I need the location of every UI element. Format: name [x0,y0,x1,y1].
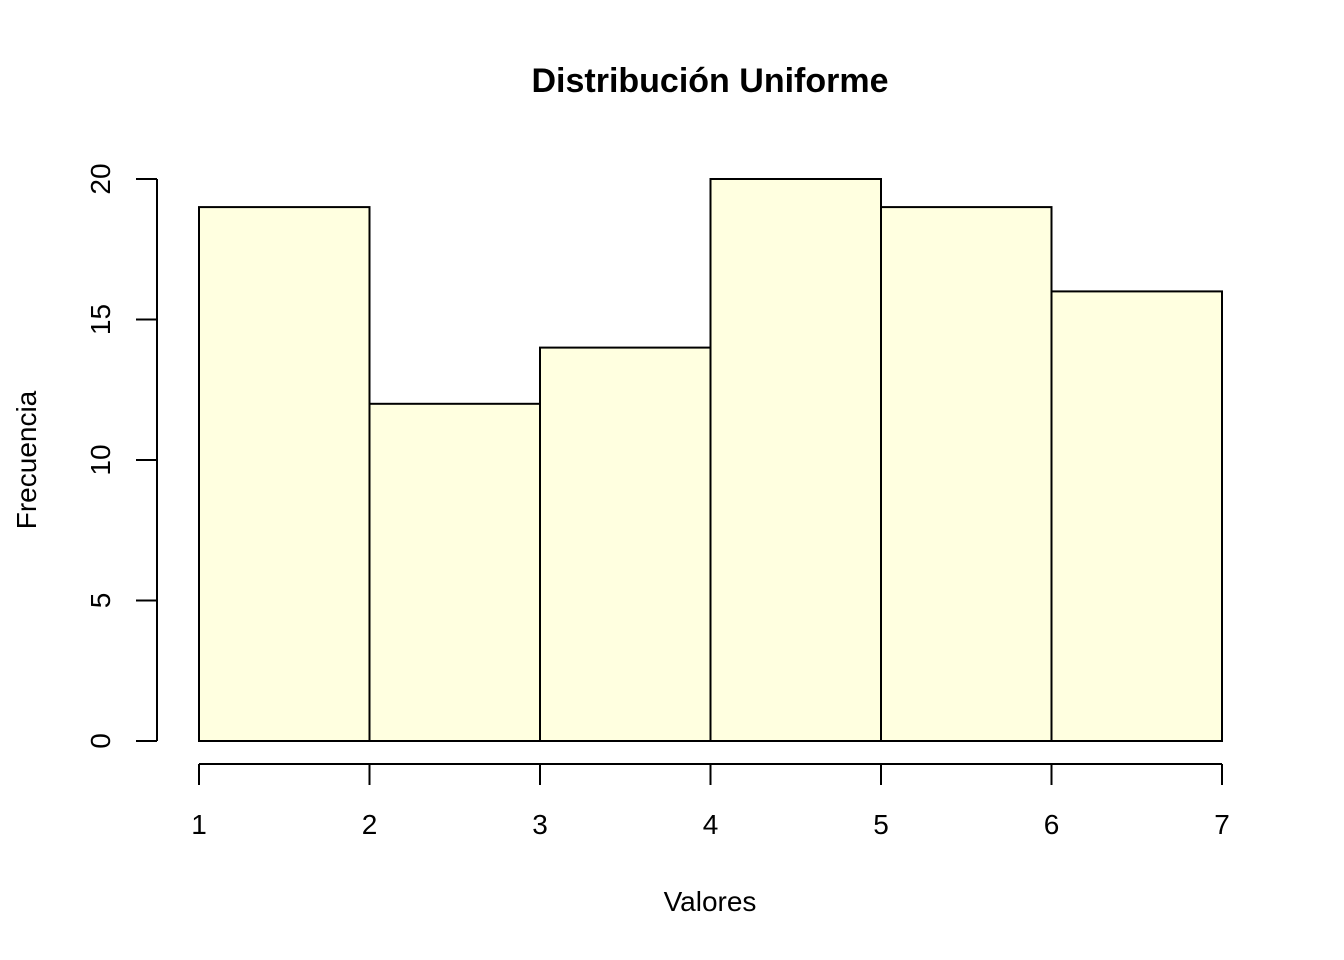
y-axis-label: Frecuencia [11,390,42,529]
x-tick-label: 1 [191,809,207,840]
y-tick-label: 10 [85,444,116,475]
y-tick-label: 0 [85,733,116,749]
histogram-bar-2 [368,402,541,742]
histogram-bar-6 [1050,290,1223,742]
x-tick-label: 3 [532,809,548,840]
y-axis: 0 5 10 15 20 [85,163,158,749]
x-tick-label: 4 [703,809,719,840]
histogram-bar-5 [880,206,1053,743]
y-tick-label: 20 [85,163,116,194]
x-axis-label: Valores [664,886,757,917]
y-tick-label: 15 [85,304,116,335]
histogram-bar-3 [539,346,712,742]
histogram-bar-1 [198,206,371,743]
bars-group [198,178,1223,743]
histogram-bar-4 [709,178,882,742]
x-tick-label: 2 [362,809,378,840]
x-tick-label: 7 [1214,809,1230,840]
x-tick-label: 6 [1044,809,1060,840]
y-tick-label: 5 [85,593,116,609]
x-tick-label: 5 [873,809,889,840]
chart-title: Distribución Uniforme [531,62,888,100]
x-axis: 1 2 3 4 5 6 7 [191,763,1230,840]
